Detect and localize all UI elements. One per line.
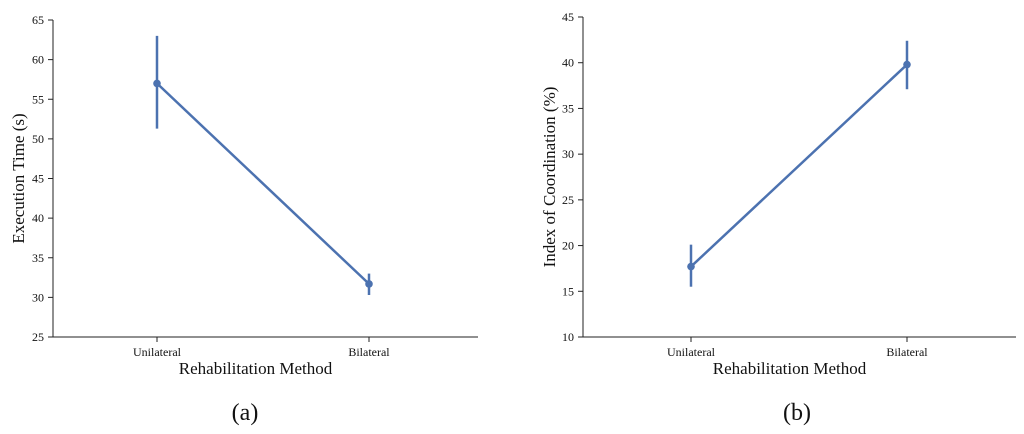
y-tick-label: 35 xyxy=(32,251,44,265)
data-point xyxy=(903,60,911,69)
y-tick-label: 60 xyxy=(32,53,44,67)
data-point xyxy=(153,79,161,88)
data-point xyxy=(687,262,695,271)
x-tick-label: Bilateral xyxy=(886,345,928,359)
data-point xyxy=(365,280,373,288)
x-tick-label: Bilateral xyxy=(348,345,390,359)
y-tick-label: 25 xyxy=(562,193,574,207)
y-tick-label: 30 xyxy=(32,290,44,304)
x-tick-label: Unilateral xyxy=(133,345,182,359)
y-tick-label: 15 xyxy=(562,284,574,298)
panel-label: (b) xyxy=(783,400,811,426)
y-tick-label: 25 xyxy=(32,330,44,344)
series-line xyxy=(156,82,370,285)
y-tick-label: 30 xyxy=(562,147,574,161)
x-axis-title: Rehabilitation Method xyxy=(179,359,333,378)
y-tick-label: 45 xyxy=(32,172,44,186)
y-tick-label: 65 xyxy=(32,13,44,27)
y-tick-label: 20 xyxy=(562,239,574,253)
y-tick-label: 35 xyxy=(562,101,574,115)
y-tick-label: 55 xyxy=(32,92,44,106)
x-axis-title: Rehabilitation Method xyxy=(713,359,867,378)
y-axis-title: Index of Coordination (%) xyxy=(540,87,559,268)
y-tick-label: 10 xyxy=(562,330,574,344)
panel-label: (a) xyxy=(232,400,259,426)
y-axis-title: Execution Time (s) xyxy=(9,113,28,243)
y-tick-label: 45 xyxy=(562,10,574,24)
y-tick-label: 50 xyxy=(32,132,44,146)
series-line xyxy=(690,63,908,268)
chart-panel-a: 25 30 35 40 45 50 55 60 65 Unilateral Bilateral Reh… xyxy=(9,13,478,426)
chart-panel-b: 10 15 20 25 30 35 40 45 Unilateral Bilateral Rehab… xyxy=(540,10,1016,426)
y-tick-label: 40 xyxy=(562,56,574,70)
y-tick-label: 40 xyxy=(32,211,44,225)
x-tick-label: Unilateral xyxy=(667,345,716,359)
